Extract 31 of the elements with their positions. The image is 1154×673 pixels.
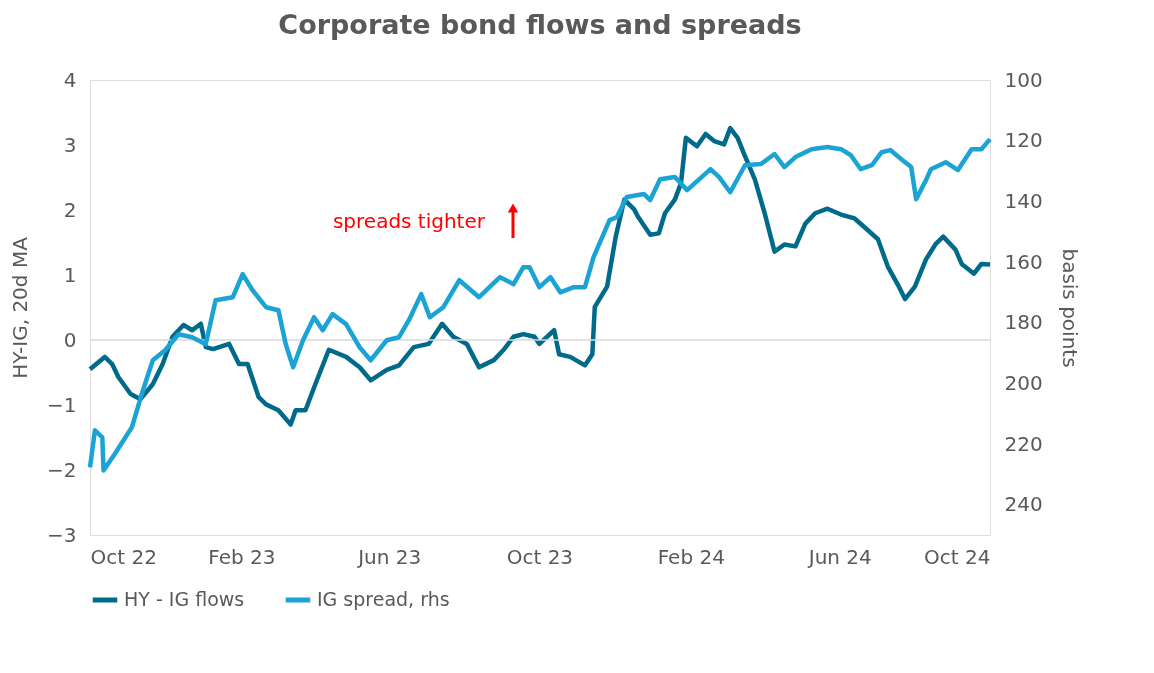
y-tick-label: −1	[47, 392, 77, 417]
y-tick-label: −2	[47, 457, 77, 482]
line-series	[87, 125, 993, 427]
y2-tick-label: 200	[1004, 370, 1043, 395]
x-tick-label: Jun 24	[806, 544, 872, 569]
y-tick-label: 0	[63, 327, 77, 352]
y2-tick-label: 220	[1004, 431, 1043, 456]
x-tick-label: Oct 22	[90, 544, 157, 569]
annotation: spreads tighter	[332, 209, 486, 233]
x-tick-label: Feb 24	[657, 544, 725, 569]
y2-axis-title: basis points	[1057, 248, 1082, 368]
y-axis-title: HY-IG, 20d MA	[8, 236, 33, 379]
y2-tick-label: 140	[1004, 188, 1043, 213]
x-tick-label: Jun 23	[356, 544, 422, 569]
y-tick-label: 2	[63, 197, 77, 222]
y-tick-label: 1	[63, 262, 77, 287]
y2-tick-label: 240	[1004, 492, 1043, 517]
y-tick-label: 3	[63, 132, 77, 157]
legend-label: HY - IG flows	[124, 588, 245, 610]
y2-tick-label: 160	[1004, 249, 1043, 274]
x-tick-label: Oct 23	[506, 544, 574, 569]
x-tick-label: Oct 24	[924, 544, 991, 569]
x-tick-label: Feb 23	[208, 544, 276, 569]
y2-tick-label: 120	[1004, 128, 1043, 153]
y-tick-label: 4	[63, 67, 77, 92]
legend-label: IG spread, rhs	[317, 588, 450, 610]
line-series	[87, 136, 993, 473]
y2-tick-label: 100	[1004, 67, 1043, 92]
chart-title: Corporate bond flows and spreads	[278, 9, 802, 40]
y-tick-label: −3	[47, 522, 77, 547]
y2-tick-label: 180	[1004, 310, 1043, 335]
